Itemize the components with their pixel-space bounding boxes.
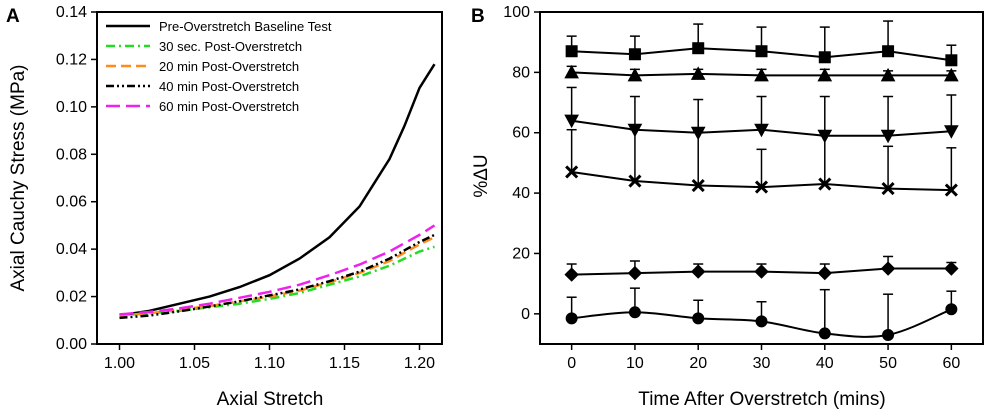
- b-marker-triangle-up: [627, 67, 643, 82]
- a-legend-label-4: 60 min Post-Overstretch: [159, 99, 299, 114]
- b-y-tick-label: 0: [521, 306, 530, 323]
- b-marker-circle: [755, 315, 768, 328]
- a-x-tick-label: 1.10: [254, 355, 285, 372]
- b-marker-triangle-up: [817, 67, 833, 82]
- b-marker-circle: [945, 303, 958, 316]
- panel-a-legend: Pre-Overstretch Baseline Test 30 sec. Pos…: [106, 19, 332, 114]
- b-marker-circle: [818, 327, 831, 340]
- b-y-tick-label: 40: [512, 185, 530, 202]
- panel-a-series: [119, 63, 436, 320]
- b-marker-triangle-up: [880, 67, 896, 82]
- b-marker-diamond: [944, 261, 959, 276]
- a-legend-label-0: Pre-Overstretch Baseline Test: [159, 19, 332, 34]
- b-marker-square: [755, 45, 768, 58]
- b-marker-diamond: [691, 264, 706, 279]
- b-series-triangle-down: [564, 86, 959, 144]
- b-marker-x: [628, 174, 642, 188]
- a-series-line-1: [119, 245, 435, 317]
- b-marker-diamond: [817, 265, 832, 281]
- b-x-tick-label: 30: [753, 355, 771, 372]
- panel-b-y-axis-label: %ΔU: [471, 154, 492, 197]
- b-marker-square: [818, 51, 831, 64]
- b-marker-triangle-down: [880, 129, 896, 144]
- b-series-x-cross: [565, 128, 958, 197]
- b-marker-triangle-down: [754, 123, 769, 138]
- b-series-triangle-up: [564, 64, 959, 82]
- a-y-tick-label: 0.04: [56, 241, 87, 258]
- a-y-tick-label: 0.10: [56, 99, 87, 116]
- panel-a: A Axial Cauchy Stress (MPa) Axial Stretc…: [6, 4, 443, 410]
- b-marker-triangle-up: [944, 67, 959, 82]
- b-marker-square: [628, 48, 641, 61]
- b-x-tick-label: 0: [567, 355, 576, 372]
- a-x-tick-label: 1.15: [329, 355, 360, 372]
- b-marker-triangle-down: [944, 125, 959, 139]
- panel-a-ticks: 1.00 1.05 1.10 1.15 1.20 0.00 0.02 0.04 0.06 0.08…: [56, 4, 435, 372]
- a-x-tick-label: 1.00: [104, 355, 135, 372]
- a-series-line-2: [119, 236, 436, 317]
- a-y-tick-label: 0.06: [56, 194, 87, 211]
- panel-b-letter: B: [471, 6, 485, 27]
- panel-b: B %ΔU Time After Overstretch (mins) 0 10 2…: [471, 4, 984, 410]
- a-series-line-0: [119, 63, 436, 317]
- b-marker-x: [565, 165, 579, 179]
- panel-b-ticks: 0 10 20 30 40 50 60 0 20 40 60 80 100: [503, 4, 960, 372]
- b-y-tick-label: 80: [512, 64, 530, 81]
- a-x-tick-label: 1.05: [179, 355, 210, 372]
- b-marker-square: [945, 54, 958, 67]
- b-marker-x: [881, 182, 895, 196]
- b-y-tick-label: 60: [512, 125, 530, 142]
- panel-a-letter: A: [6, 6, 20, 27]
- b-marker-x: [818, 177, 832, 191]
- b-y-tick-label: 20: [512, 245, 530, 262]
- panel-a-y-axis-label: Axial Cauchy Stress (MPa): [8, 64, 29, 291]
- a-series-line-4: [119, 224, 436, 316]
- b-marker-x: [691, 178, 705, 193]
- b-marker-square: [565, 45, 578, 58]
- b-marker-diamond: [880, 261, 896, 276]
- b-marker-diamond: [627, 265, 643, 281]
- b-series-square: [565, 20, 958, 67]
- b-marker-diamond: [754, 264, 769, 279]
- b-x-tick-label: 50: [879, 355, 897, 372]
- b-marker-x: [944, 183, 958, 197]
- b-y-tick-label: 100: [503, 4, 530, 21]
- b-marker-square: [882, 45, 895, 58]
- b-x-tick-label: 20: [689, 355, 707, 372]
- panel-a-x-axis-label: Axial Stretch: [217, 389, 324, 410]
- b-marker-circle: [565, 312, 578, 325]
- a-y-tick-label: 0.00: [56, 336, 87, 353]
- b-series-circle: [565, 287, 958, 341]
- b-marker-circle: [692, 312, 705, 325]
- a-y-tick-label: 0.02: [56, 289, 87, 306]
- b-marker-circle: [628, 306, 641, 319]
- panel-b-series: [564, 20, 959, 341]
- b-series-diamond: [564, 255, 959, 282]
- a-y-tick-label: 0.08: [56, 146, 87, 163]
- a-legend-label-1: 30 sec. Post-Overstretch: [159, 39, 302, 54]
- a-x-tick-label: 1.20: [404, 355, 435, 372]
- b-marker-x: [754, 180, 769, 194]
- b-marker-diamond: [564, 267, 579, 282]
- b-x-tick-label: 10: [626, 355, 644, 372]
- b-marker-circle: [882, 328, 895, 341]
- b-x-tick-label: 60: [942, 355, 960, 372]
- b-marker-triangle-up: [690, 66, 706, 80]
- b-marker-triangle-down: [564, 114, 579, 129]
- b-x-tick-label: 40: [816, 355, 834, 372]
- a-legend-label-2: 20 min Post-Overstretch: [159, 59, 299, 74]
- a-legend-label-3: 40 min Post-Overstretch: [159, 79, 299, 94]
- b-marker-triangle-up: [564, 64, 579, 79]
- b-marker-square: [692, 42, 705, 55]
- a-y-tick-label: 0.12: [56, 51, 87, 68]
- a-y-tick-label: 0.14: [56, 4, 87, 21]
- b-marker-triangle-up: [754, 67, 769, 82]
- panel-b-x-axis-label: Time After Overstretch (mins): [638, 389, 885, 410]
